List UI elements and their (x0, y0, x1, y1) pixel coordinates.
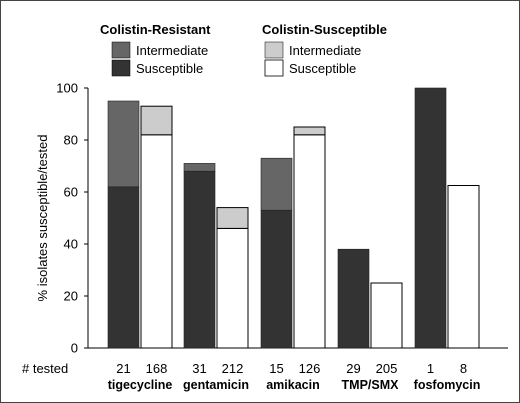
bar-tmp-smx-susceptible-susceptible (370, 282, 403, 349)
bar-fosfomycin-resistant-susceptible (414, 87, 447, 349)
bar-tigecycline-susceptible-intermediate (140, 105, 173, 136)
bar-amikacin-resistant-intermediate (260, 157, 293, 211)
legend: Colistin-Resistant Intermediate Suscepti… (100, 22, 387, 77)
y-tick-label: 20 (64, 289, 78, 304)
bar-tigecycline-resistant-intermediate (107, 100, 140, 188)
bar-gentamicin-susceptible-susceptible (216, 227, 249, 349)
bar-gentamicin-resistant-susceptible (183, 170, 216, 349)
bar-tigecycline-susceptible-susceptible (140, 134, 173, 349)
legend-label-susceptible-susceptible: Susceptible (289, 61, 356, 76)
y-tick-label: 0 (71, 341, 78, 356)
bar-amikacin-susceptible-susceptible (293, 134, 326, 349)
legend-label-susceptible-intermediate: Intermediate (289, 43, 361, 58)
bar-tigecycline-resistant-susceptible (107, 186, 140, 349)
bar-gentamicin-resistant-intermediate (183, 163, 216, 172)
tested-count-resistant: 1 (427, 361, 434, 376)
category-label-amikacin: amikacin (266, 378, 320, 392)
tested-count-susceptible: 8 (460, 361, 467, 376)
legend-label-resistant-intermediate: Intermediate (136, 43, 208, 58)
legend-swatch-resistant-susceptible (111, 59, 131, 77)
category-label-fosfomycin: fosfomycin (414, 378, 481, 392)
tested-count-resistant: 21 (116, 361, 130, 376)
tested-label: # tested (22, 361, 68, 376)
tested-count-resistant: 29 (346, 361, 360, 376)
legend-swatch-susceptible-intermediate (264, 41, 284, 59)
y-tick-label: 40 (64, 237, 78, 252)
tested-count-resistant: 15 (269, 361, 283, 376)
category-label-tigecycline: tigecycline (108, 378, 173, 392)
y-tick-label: 100 (56, 81, 78, 96)
legend-label-resistant-susceptible: Susceptible (136, 61, 203, 76)
tested-count-susceptible: 126 (299, 361, 321, 376)
tested-count-susceptible: 212 (222, 361, 244, 376)
bars (107, 87, 480, 349)
legend-swatch-resistant-intermediate (111, 41, 131, 59)
y-tick-label: 80 (64, 133, 78, 148)
category-label-tmp-smx: TMP/SMX (342, 378, 400, 392)
bar-tmp-smx-resistant-susceptible (337, 248, 370, 349)
legend-swatch-susceptible-susceptible (264, 59, 284, 77)
bar-gentamicin-susceptible-intermediate (216, 207, 249, 229)
bar-fosfomycin-susceptible-susceptible (447, 185, 480, 349)
tested-count-resistant: 31 (192, 361, 206, 376)
y-axis-label: % isolates susceptible/tested (35, 135, 50, 302)
category-label-gentamicin: gentamicin (183, 378, 249, 392)
tested-count-susceptible: 168 (146, 361, 168, 376)
y-tick-label: 60 (64, 185, 78, 200)
bar-amikacin-resistant-susceptible (260, 209, 293, 349)
y-ticks: 0 20 40 60 80 100 (56, 81, 88, 356)
bar-amikacin-susceptible-intermediate (293, 126, 326, 136)
tested-count-susceptible: 205 (376, 361, 398, 376)
legend-title-colistin-susceptible: Colistin-Susceptible (262, 22, 387, 37)
legend-title-colistin-resistant: Colistin-Resistant (100, 22, 211, 37)
x-labels: # tested 21 168 tigecycline 31 212 gentamicin… (22, 361, 480, 392)
